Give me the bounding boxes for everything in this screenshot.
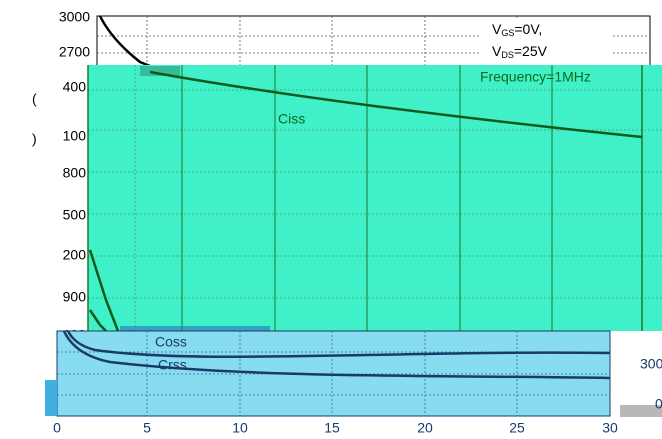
series-label: Coss (155, 334, 187, 350)
y-tick-label: 200 (63, 247, 87, 263)
axis-mark: ) (32, 131, 37, 147)
annotation: Frequency=1MHz (480, 69, 591, 85)
condition: VDS=25V (492, 43, 548, 61)
middle-grid (87, 65, 662, 331)
y-tick-label: 500 (63, 207, 87, 223)
ciss-curve (149, 70, 643, 139)
condition: VGS=0V, (492, 21, 542, 39)
top-curve (98, 15, 151, 68)
x-tick-label: 20 (417, 420, 433, 436)
crss-curve-top (88, 309, 107, 332)
glitch (140, 66, 180, 76)
axis-mark: ( (32, 91, 37, 107)
y-tick-label: 900 (63, 289, 87, 305)
y2-tick-label: 0 (655, 396, 662, 412)
y2-tick-label: 300 (640, 356, 662, 372)
x-tick-label: 10 (232, 420, 248, 436)
y-tick-label: 100 (63, 128, 87, 144)
x-tick-label: 25 (509, 420, 525, 436)
coss-curve-top (88, 249, 120, 332)
series-label: Crss (158, 357, 187, 373)
glitch (45, 380, 57, 416)
y-tick-label: 800 (63, 165, 87, 181)
crss-curve (62, 330, 611, 380)
conditions-box (480, 18, 612, 66)
glitch (120, 326, 270, 334)
x-tick-label: 30 (602, 420, 618, 436)
middle-plot (88, 65, 662, 331)
y-tick-label: 400 (63, 79, 87, 95)
x-tick-label: 0 (53, 420, 61, 436)
series-label: Ciss (278, 111, 305, 127)
glitch (620, 405, 662, 417)
x-tick-label: 5 (143, 420, 151, 436)
x-tick-label: 15 (324, 420, 340, 436)
y-tick-label: 2700 (59, 44, 90, 60)
y-tick-label: 3000 (59, 9, 90, 25)
coss-curve (66, 330, 611, 359)
